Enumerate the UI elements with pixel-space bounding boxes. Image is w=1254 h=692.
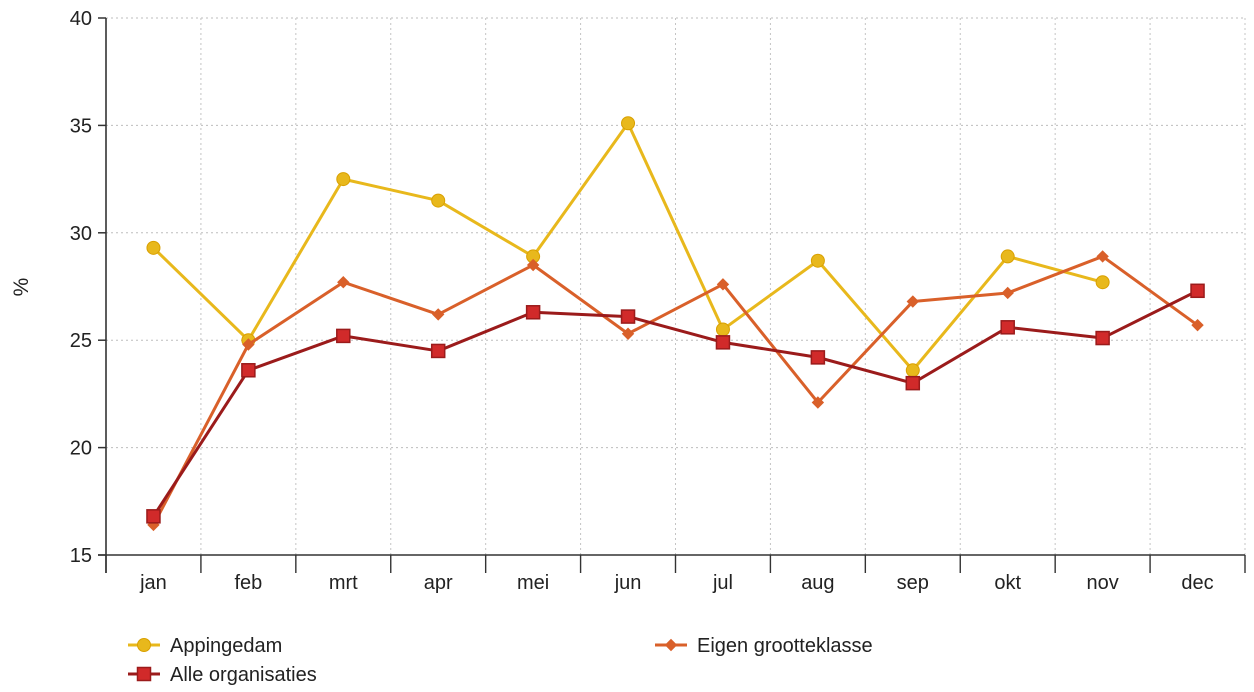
data-point (431, 193, 446, 208)
data-point (430, 343, 446, 359)
legend-item: Eigen grootteklasse (655, 635, 873, 657)
legend-item: Alle organisaties (128, 664, 317, 686)
series-appingedam (146, 116, 1110, 378)
series-line (152, 289, 1199, 518)
data-point (715, 322, 730, 337)
x-tick-label: dec (1181, 572, 1213, 594)
data-point (525, 305, 541, 320)
x-tick-label: aug (801, 572, 834, 594)
x-tick-label: okt (994, 572, 1021, 594)
data-point (811, 396, 825, 409)
data-point (146, 240, 161, 255)
data-point (1190, 283, 1205, 299)
data-point (906, 295, 919, 308)
data-point (621, 116, 636, 131)
x-tick-label: sep (897, 572, 929, 594)
data-point (620, 309, 636, 324)
x-tick-label: jul (712, 572, 733, 594)
data-point (336, 172, 351, 187)
legend: Appingedam Eigen grootteklasse Alle organi… (128, 635, 873, 686)
data-point (1001, 286, 1014, 300)
data-point (1096, 250, 1109, 263)
x-tick-label: mei (517, 572, 549, 594)
series-line (152, 254, 1199, 526)
series-alle-organisaties (146, 283, 1205, 524)
data-point (1095, 330, 1110, 346)
legend-marker (136, 666, 152, 682)
legend-item: Appingedam (128, 635, 282, 657)
data-point (1095, 275, 1110, 290)
y-axis-label: % (10, 278, 33, 297)
y-tick-label: 15 (70, 545, 92, 567)
grid (106, 17, 1246, 555)
data-point (242, 338, 255, 351)
axes: 15 20 25 30 35 40 jan feb mrt apr mei jun jul aug sep o… (70, 8, 1246, 594)
x-tick-label: jun (614, 572, 642, 594)
legend-marker (137, 638, 151, 652)
data-point (1191, 318, 1204, 332)
x-tick-label: jan (139, 572, 167, 594)
data-point (716, 278, 730, 291)
data-point (241, 363, 256, 378)
data-point (810, 253, 825, 268)
data-point (337, 275, 350, 289)
legend-label: Eigen grootteklasse (697, 635, 873, 657)
legend-label: Alle organisaties (170, 664, 317, 686)
data-point (810, 350, 826, 365)
data-point (336, 328, 351, 344)
data-point (146, 509, 161, 524)
series (146, 116, 1205, 532)
y-tick-label: 35 (70, 115, 92, 137)
data-point (621, 327, 635, 340)
data-point (905, 375, 921, 391)
y-tick-label: 20 (70, 438, 92, 460)
legend-label: Appingedam (170, 635, 282, 657)
data-point (1000, 249, 1015, 264)
x-tick-label: nov (1087, 572, 1119, 594)
legend-marker (664, 638, 678, 652)
data-point (905, 363, 920, 378)
x-tick-label: mrt (329, 572, 358, 594)
y-tick-label: 30 (70, 223, 92, 245)
data-point (526, 258, 540, 272)
data-point (432, 308, 445, 321)
series-eigen-grootteklasse (147, 250, 1204, 532)
y-tick-label: 25 (70, 330, 92, 352)
x-tick-label: apr (424, 572, 453, 594)
x-tick-label: feb (234, 572, 262, 594)
data-point (715, 335, 731, 350)
data-point (1000, 320, 1015, 335)
y-tick-label: 40 (70, 8, 92, 30)
